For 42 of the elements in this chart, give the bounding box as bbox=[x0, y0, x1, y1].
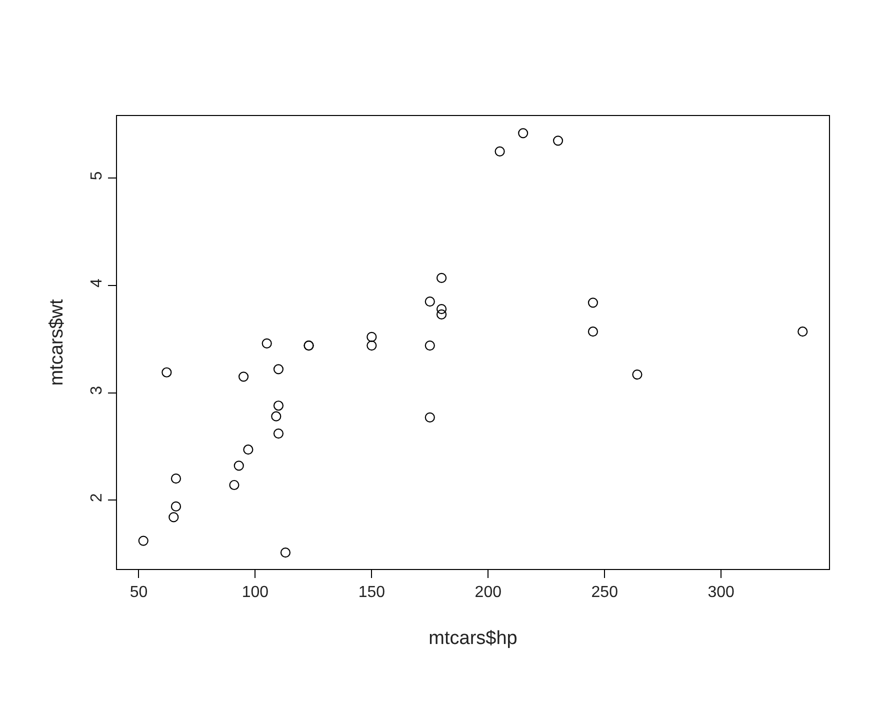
point bbox=[632, 369, 642, 380]
point bbox=[552, 136, 564, 146]
point bbox=[366, 340, 377, 351]
point bbox=[518, 128, 528, 138]
point bbox=[588, 298, 598, 308]
x-tick-label: 200 bbox=[474, 584, 502, 602]
point bbox=[229, 480, 240, 490]
point bbox=[280, 548, 291, 558]
point bbox=[271, 411, 282, 422]
point bbox=[424, 340, 435, 351]
point bbox=[436, 309, 447, 320]
y-axis-title: mtcars$wt bbox=[46, 298, 68, 386]
point bbox=[366, 332, 377, 342]
point bbox=[170, 474, 182, 484]
point bbox=[273, 428, 284, 439]
point bbox=[436, 272, 447, 284]
x-tick-label: 300 bbox=[708, 584, 735, 602]
point bbox=[436, 304, 447, 314]
x-tick-label: 100 bbox=[242, 584, 269, 602]
point bbox=[138, 536, 148, 546]
point bbox=[243, 444, 254, 455]
point bbox=[798, 326, 808, 337]
x-axis-title: mtcars$hp bbox=[428, 628, 518, 649]
point bbox=[234, 460, 244, 471]
point bbox=[262, 338, 272, 348]
point bbox=[494, 146, 505, 156]
point bbox=[424, 412, 435, 422]
point bbox=[170, 501, 182, 512]
y-tick-label: 2 bbox=[88, 493, 106, 502]
point bbox=[273, 364, 284, 374]
y-tick-label: 4 bbox=[88, 278, 106, 288]
point bbox=[162, 367, 172, 378]
point bbox=[424, 296, 435, 307]
point bbox=[273, 400, 284, 411]
y-tick-label: 5 bbox=[88, 171, 106, 180]
point bbox=[238, 372, 249, 382]
y-tick-label: 3 bbox=[88, 386, 106, 395]
point bbox=[588, 326, 598, 337]
x-tick-label: 250 bbox=[591, 584, 618, 602]
x-tick-label: 150 bbox=[358, 584, 386, 602]
point bbox=[168, 512, 179, 522]
x-tick-label: 50 bbox=[130, 584, 148, 602]
